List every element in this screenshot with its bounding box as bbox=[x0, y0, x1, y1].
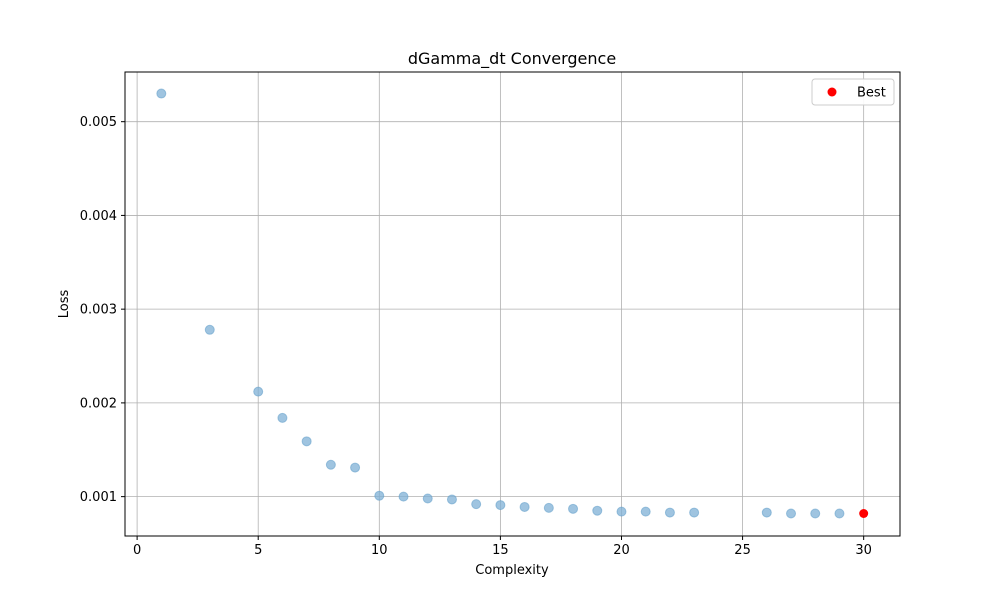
x-tick-label: 20 bbox=[613, 543, 630, 558]
plot-frame bbox=[124, 71, 901, 537]
data-point bbox=[834, 508, 845, 519]
data-point bbox=[374, 490, 385, 501]
data-point bbox=[810, 508, 821, 519]
legend-marker-best bbox=[827, 87, 837, 97]
legend: Best bbox=[811, 78, 895, 106]
data-point bbox=[471, 499, 482, 510]
data-point bbox=[689, 507, 700, 518]
y-axis-label: Loss bbox=[57, 290, 72, 319]
x-tick-label: 5 bbox=[254, 543, 262, 558]
data-point bbox=[761, 507, 772, 518]
legend-box bbox=[811, 78, 895, 106]
y-tick-label: 0.004 bbox=[80, 209, 117, 224]
y-tick-label: 0.001 bbox=[80, 490, 117, 505]
grid bbox=[125, 72, 900, 536]
best-point bbox=[859, 509, 869, 519]
data-point bbox=[422, 493, 433, 504]
y-tick-label: 0.005 bbox=[80, 115, 117, 130]
x-tick-label: 15 bbox=[492, 543, 509, 558]
legend-label-best: Best bbox=[857, 86, 886, 101]
data-point bbox=[156, 88, 167, 99]
data-point bbox=[398, 491, 409, 502]
x-tick-label: 0 bbox=[133, 543, 141, 558]
data-point bbox=[350, 462, 361, 473]
data-point bbox=[325, 459, 336, 470]
x-axis-label: Complexity bbox=[475, 563, 549, 578]
data-point bbox=[786, 508, 797, 519]
data-point bbox=[640, 506, 651, 517]
data-point bbox=[543, 502, 554, 513]
y-tick-label: 0.003 bbox=[80, 303, 117, 318]
data-points bbox=[156, 88, 869, 519]
data-point bbox=[664, 507, 675, 518]
data-point bbox=[616, 506, 627, 517]
x-tick-label: 30 bbox=[855, 543, 872, 558]
data-point bbox=[204, 324, 215, 335]
data-point bbox=[592, 505, 603, 516]
data-point bbox=[253, 386, 264, 397]
y-tick-label: 0.002 bbox=[80, 396, 117, 411]
data-point bbox=[277, 412, 288, 423]
x-tick-label: 10 bbox=[371, 543, 388, 558]
chart-title: dGamma_dt Convergence bbox=[408, 49, 616, 69]
data-point bbox=[495, 500, 506, 511]
axis-ticks: 0 5 10 15 20 25 30 0.001 0.002 0.003 0.004 0.005 bbox=[80, 115, 872, 558]
data-point bbox=[568, 503, 579, 514]
data-point bbox=[519, 501, 530, 512]
x-tick-label: 25 bbox=[734, 543, 751, 558]
data-point bbox=[301, 436, 312, 447]
data-point bbox=[446, 494, 457, 505]
